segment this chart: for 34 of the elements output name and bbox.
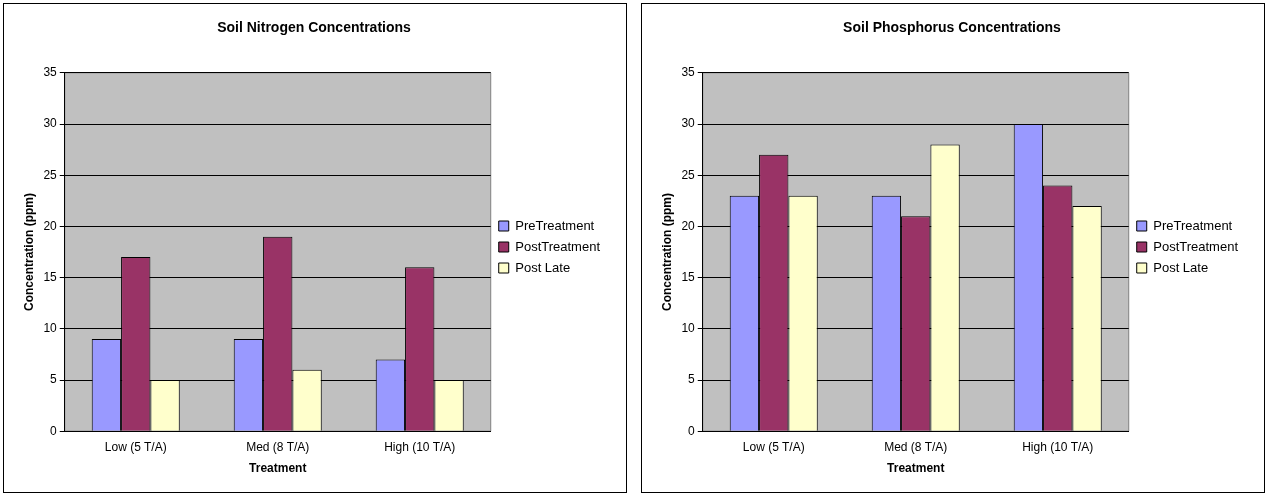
- y-tick-label: 0: [688, 423, 696, 438]
- legend-label: PreTreatment: [1153, 217, 1233, 233]
- y-tick-label: 35: [681, 65, 696, 80]
- y-tick-label: 25: [43, 167, 58, 182]
- x-tick-label: Med (8 T/A): [884, 439, 948, 454]
- legend-label: Post Late: [515, 259, 571, 275]
- y-tick-label: 30: [43, 116, 58, 131]
- y-tick-label: 10: [43, 321, 58, 336]
- chart-title: Soil Nitrogen Concentrations: [217, 19, 412, 36]
- y-tick-label: 30: [681, 116, 696, 131]
- y-tick-label: 35: [43, 65, 58, 80]
- legend-label: PostTreatment: [515, 238, 601, 254]
- chart-title: Soil Phosphorus Concentrations: [843, 19, 1062, 36]
- y-tick-label: 10: [681, 321, 696, 336]
- y-axis-title: Concentration (ppm): [659, 193, 674, 311]
- legend-label: PreTreatment: [515, 217, 595, 233]
- y-tick-label: 20: [681, 218, 696, 233]
- legend-label: Post Late: [1153, 259, 1209, 275]
- x-tick-label: Low (5 T/A): [104, 439, 167, 454]
- y-tick-label: 5: [688, 372, 696, 387]
- y-axis-title: Concentration (ppm): [21, 193, 36, 311]
- y-tick-label: 0: [50, 423, 58, 438]
- y-tick-label: 15: [43, 269, 58, 284]
- x-tick-label: Med (8 T/A): [246, 439, 310, 454]
- y-tick-label: 25: [681, 167, 696, 182]
- x-tick-label: High (10 T/A): [1022, 439, 1094, 454]
- x-axis-title: Treatment: [249, 461, 307, 476]
- legend-label: PostTreatment: [1153, 238, 1239, 254]
- y-tick-label: 15: [681, 269, 696, 284]
- x-tick-label: High (10 T/A): [384, 439, 456, 454]
- x-axis-title: Treatment: [887, 461, 945, 476]
- x-tick-label: Low (5 T/A): [742, 439, 805, 454]
- y-tick-label: 20: [43, 218, 58, 233]
- y-tick-label: 5: [50, 372, 58, 387]
